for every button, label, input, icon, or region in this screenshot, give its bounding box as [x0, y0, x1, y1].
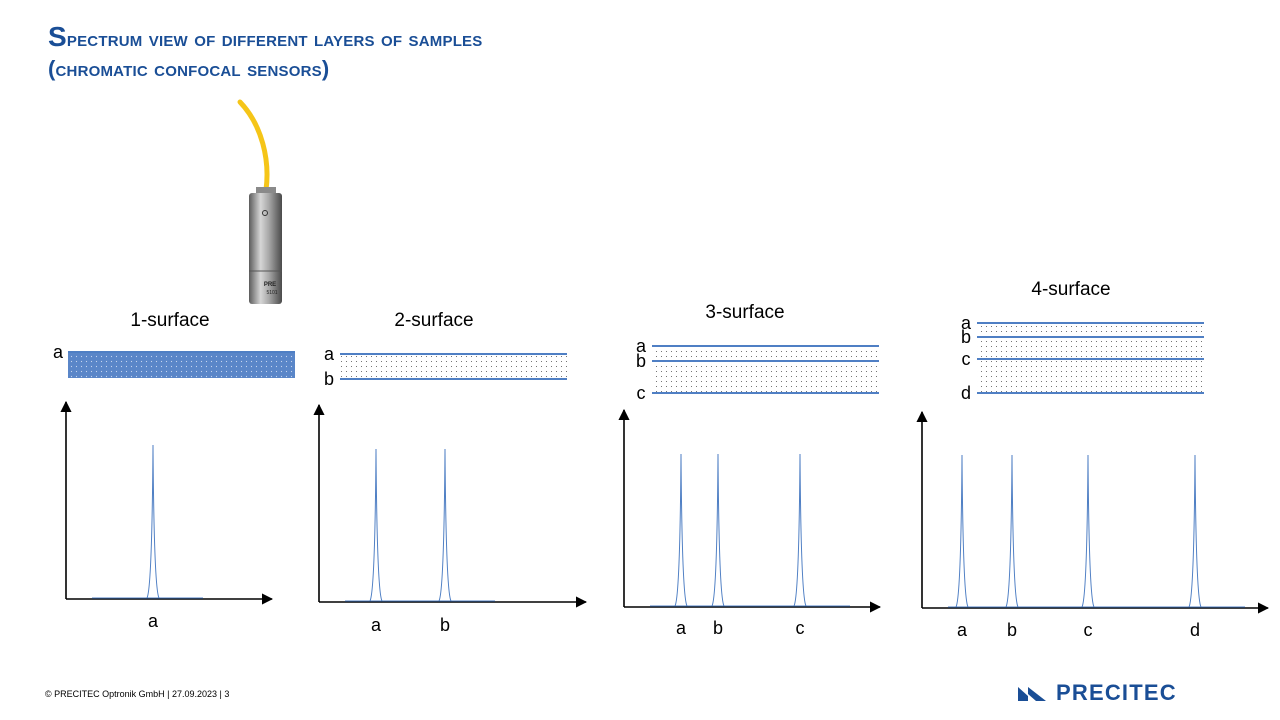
sample-layer-fill	[652, 346, 879, 393]
panel-title: 4-surface	[1031, 279, 1110, 300]
sensor-screw-icon	[262, 210, 268, 216]
sample-layer-fill	[340, 354, 567, 379]
peak-label-a: a	[371, 615, 382, 635]
panel-title: 3-surface	[705, 302, 784, 323]
panel-title: 2-surface	[394, 310, 473, 331]
spectrum-peak-c	[793, 453, 807, 607]
panel-1-surface: 1-surface a a	[53, 310, 295, 631]
precitec-logo-text: PRECITEC	[1056, 680, 1177, 705]
precitec-logo-mark-icon	[1018, 687, 1046, 701]
peak-label-b: b	[440, 615, 450, 635]
surface-label-b: b	[324, 369, 334, 389]
peak-label-b: b	[713, 618, 723, 638]
precitec-logo: PRECITEC	[1016, 680, 1177, 706]
sensor-illustration: PRE 5101	[237, 99, 282, 304]
surface-label-a: a	[324, 344, 335, 364]
peak-label-a: a	[957, 620, 968, 640]
surface-label-a: a	[636, 336, 647, 356]
sample-layer-block	[68, 352, 295, 378]
peak-label-b: b	[1007, 620, 1017, 640]
spectrum-peak-b	[1005, 454, 1019, 608]
surface-label-d: d	[961, 383, 971, 403]
page-title-line2: (chromatic confocal sensors)	[48, 56, 330, 81]
surface-label-a: a	[53, 342, 64, 362]
surface-label-b: b	[636, 351, 646, 371]
peak-label-c: c	[796, 618, 805, 638]
spectrum-peak-a	[955, 454, 969, 608]
sensor-cable	[237, 99, 270, 193]
spectrum-peak-a	[146, 444, 160, 599]
panel-title: 1-surface	[130, 310, 209, 331]
footer-copyright: © PRECITEC Optronik GmbH | 27.09.2023 | …	[45, 689, 230, 699]
peak-label-d: d	[1190, 620, 1200, 640]
spectrum-peak-b	[438, 448, 452, 602]
spectrum-peak-a	[369, 448, 383, 602]
peak-label-a: a	[676, 618, 687, 638]
surface-label-b: b	[961, 327, 971, 347]
sensor-connector	[256, 187, 276, 197]
spectrum-peak-c	[1081, 454, 1095, 608]
peak-label-c: c	[1084, 620, 1093, 640]
spectrum-peak-a	[674, 453, 688, 607]
sensor-label-1: PRE	[264, 282, 276, 288]
surface-label-c: c	[637, 383, 646, 403]
page-title: Spectrum view of different layers of sam…	[48, 22, 482, 84]
surface-label-a: a	[961, 313, 972, 333]
sensor-label-2: 5101	[266, 290, 277, 296]
sensor-body	[249, 193, 282, 304]
spectrum-peak-d	[1188, 454, 1202, 608]
surface-label-c: c	[962, 349, 971, 369]
page-title-line1: Spectrum view of different layers of sam…	[48, 21, 483, 52]
spectrum-peak-b	[711, 453, 725, 607]
peak-label-a: a	[148, 611, 159, 631]
